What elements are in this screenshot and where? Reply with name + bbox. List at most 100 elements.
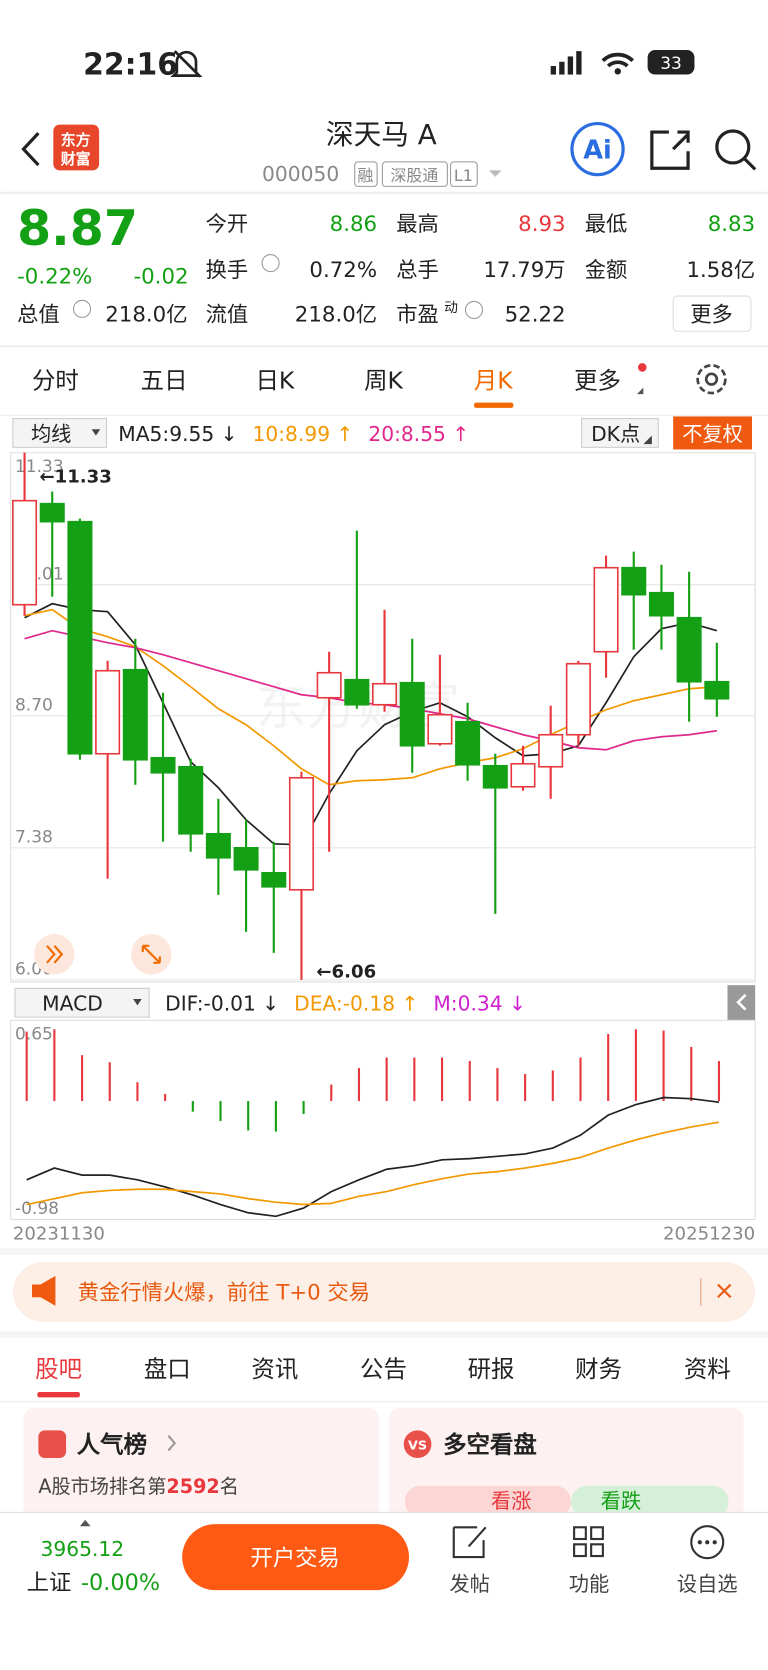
macd-selector-label: MACD xyxy=(42,992,103,1016)
info-icon[interactable] xyxy=(73,299,92,318)
watchlist-icon xyxy=(690,1525,725,1560)
field-label: 换手 xyxy=(206,258,249,283)
period-tab[interactable]: 更多 xyxy=(574,367,621,395)
back-button[interactable] xyxy=(21,132,40,167)
macd-legend: DIF:-0.01 ↓ DEA:-0.18 ↑ M:0.34 ↓ xyxy=(165,992,526,1016)
index-name: 上证 xyxy=(27,1570,72,1596)
legend-item: M:0.34 ↓ xyxy=(433,992,526,1016)
more-button[interactable] xyxy=(672,295,752,332)
period-tab[interactable]: 周K xyxy=(364,367,403,395)
candle-body xyxy=(344,678,370,706)
action-label[interactable]: 发帖 xyxy=(450,1572,490,1596)
card-title: 人气榜 xyxy=(77,1431,147,1459)
bell-off-icon xyxy=(170,50,203,78)
abs-change: -0.02 xyxy=(133,264,188,289)
period-tab[interactable]: 分时 xyxy=(32,367,79,395)
megaphone-icon xyxy=(32,1275,56,1306)
candle-body xyxy=(150,756,176,774)
vs-icon xyxy=(403,1430,432,1459)
legend-item: 10:8.99 ↑ xyxy=(253,422,354,446)
signal-icon xyxy=(550,51,582,75)
info-icon[interactable] xyxy=(261,254,280,273)
bull-pill[interactable] xyxy=(404,1485,571,1518)
price: 8.87 xyxy=(17,200,138,257)
index-change: -0.00% xyxy=(81,1570,160,1596)
section-tab[interactable]: 盘口 xyxy=(144,1355,191,1383)
bear-pill[interactable] xyxy=(570,1485,729,1518)
field-value: 0.72% xyxy=(309,258,377,283)
settings-button[interactable] xyxy=(696,363,727,395)
legend-item: DIF:-0.01 ↓ xyxy=(165,992,279,1016)
dropdown-arrow[interactable] xyxy=(488,170,502,177)
expand-arrow[interactable] xyxy=(79,1519,91,1527)
vs-icon-text: VS xyxy=(408,1439,427,1454)
popularity-card[interactable] xyxy=(23,1407,380,1526)
field-label: 总值 xyxy=(17,303,60,328)
tag: 融 xyxy=(357,166,373,185)
trade-button[interactable] xyxy=(182,1524,410,1591)
share-button[interactable] xyxy=(650,130,690,170)
y-tick-label: 7.38 xyxy=(15,827,53,847)
field-label: 流值 xyxy=(206,303,249,328)
chevron xyxy=(167,1434,177,1452)
field-value: 8.93 xyxy=(518,212,565,237)
legend-item: DEA:-0.18 ↑ xyxy=(294,992,418,1016)
rank-number: 2592 xyxy=(166,1475,219,1498)
indicator-line xyxy=(26,1121,720,1206)
field-value: 52.22 xyxy=(505,303,566,328)
section-tab[interactable]: 财务 xyxy=(575,1355,622,1383)
section-tab-underline xyxy=(37,1392,80,1398)
field-value: 8.83 xyxy=(708,212,755,237)
popularity-icon xyxy=(38,1430,67,1459)
candle-body xyxy=(288,776,314,891)
candle-body xyxy=(261,872,287,888)
section-tab[interactable]: 研报 xyxy=(468,1355,515,1383)
collapse-tab[interactable] xyxy=(727,985,756,1021)
field-label: 今开 xyxy=(206,212,249,237)
field-label: 最高 xyxy=(396,212,439,237)
more-label: 更多 xyxy=(690,303,733,328)
candle-body xyxy=(233,846,259,871)
candle-body xyxy=(565,662,591,736)
action-label[interactable]: 功能 xyxy=(569,1572,609,1596)
section-tab[interactable]: 资讯 xyxy=(251,1355,298,1383)
section-tab[interactable]: 资料 xyxy=(684,1355,731,1383)
wifi-icon xyxy=(601,52,634,68)
candle-body xyxy=(704,680,730,700)
index-value: 3965.12 xyxy=(41,1537,125,1561)
section-tab-active[interactable]: 股吧 xyxy=(35,1355,82,1383)
banner-close[interactable] xyxy=(717,1283,732,1298)
period-tab[interactable]: 日K xyxy=(255,367,294,395)
ma-selector[interactable] xyxy=(12,418,108,448)
field-value: 17.79万 xyxy=(483,258,565,283)
legend-item: 20:8.55 ↑ xyxy=(368,422,469,446)
ai-button[interactable] xyxy=(570,121,625,177)
info-icon[interactable] xyxy=(464,300,484,319)
banner[interactable] xyxy=(12,1262,756,1322)
adjust-button[interactable] xyxy=(673,416,752,450)
field-value: 1.58亿 xyxy=(686,258,755,283)
wifi-dot xyxy=(614,68,621,75)
dropdown-arrow xyxy=(91,429,101,436)
ai-label: Ai xyxy=(583,136,612,166)
period-tab[interactable]: 五日 xyxy=(141,367,188,395)
section-tab[interactable]: 公告 xyxy=(360,1355,407,1383)
y-tick-label: 11.33 xyxy=(15,457,64,477)
tag: 深股通 xyxy=(390,166,438,185)
field-value: 218.0亿 xyxy=(295,303,377,328)
candle-body xyxy=(372,682,398,706)
action-label[interactable]: 设自选 xyxy=(677,1572,738,1596)
candle-body xyxy=(12,499,38,606)
period-tab-active[interactable]: 月K xyxy=(474,367,513,395)
card-title: 多空看盘 xyxy=(443,1431,537,1459)
candle-body xyxy=(67,520,93,755)
pct-change: -0.22% xyxy=(17,264,92,289)
stock-code: 000050 xyxy=(262,162,339,186)
candle-body xyxy=(482,764,508,789)
macd-selector[interactable] xyxy=(14,987,150,1018)
field-label: 市盈 xyxy=(396,303,439,328)
tag-box xyxy=(381,161,448,187)
search-button[interactable] xyxy=(715,129,757,171)
